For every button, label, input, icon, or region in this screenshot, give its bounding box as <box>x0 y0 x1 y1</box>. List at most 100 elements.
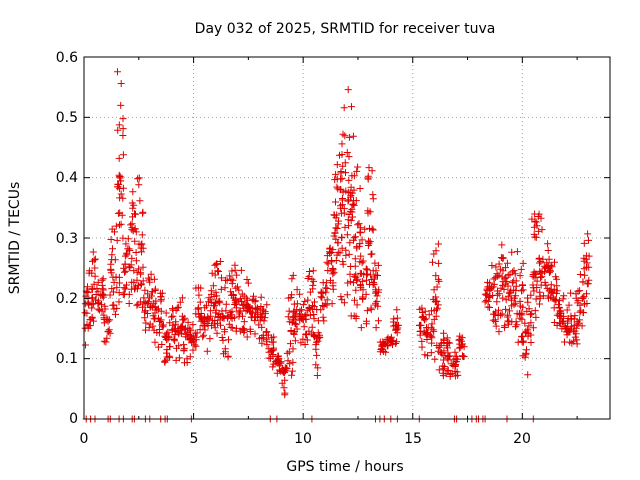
data-point <box>219 313 227 321</box>
data-point <box>200 322 208 330</box>
data-point <box>527 291 535 299</box>
data-point <box>121 285 129 293</box>
data-point <box>90 317 97 325</box>
data-point <box>291 320 299 327</box>
data-point <box>293 300 301 308</box>
data-point <box>493 272 501 280</box>
data-point <box>387 333 395 341</box>
data-point <box>105 326 113 334</box>
data-point <box>212 309 220 317</box>
data-point <box>227 323 235 331</box>
data-point <box>416 331 424 339</box>
data-point <box>576 287 584 295</box>
data-point <box>503 259 511 267</box>
data-point <box>100 314 108 322</box>
data-point <box>427 332 435 340</box>
data-point <box>353 277 361 285</box>
data-point <box>118 211 126 219</box>
data-point <box>332 170 340 178</box>
data-point <box>309 302 316 310</box>
data-point <box>313 351 321 359</box>
y-tick-label-0.2: 0.2 <box>56 291 78 307</box>
data-point <box>170 335 178 343</box>
data-point <box>559 295 567 303</box>
data-point <box>119 234 127 242</box>
data-point <box>499 294 507 302</box>
data-point <box>288 371 296 379</box>
data-point <box>514 338 522 346</box>
data-point <box>341 159 349 167</box>
data-point <box>358 259 366 267</box>
data-point <box>451 348 459 356</box>
data-point <box>424 352 431 360</box>
data-point <box>364 175 372 183</box>
data-point <box>542 281 550 289</box>
y-tick-label-0: 0 <box>69 411 78 427</box>
data-point <box>330 232 338 240</box>
data-point <box>139 263 147 271</box>
data-point <box>148 292 156 300</box>
data-point <box>565 301 573 309</box>
data-point <box>481 290 489 298</box>
data-point <box>331 176 339 184</box>
data-point <box>286 360 294 368</box>
data-point <box>428 320 436 328</box>
grid-lines <box>84 57 610 419</box>
data-point <box>343 149 351 156</box>
data-point <box>211 324 219 332</box>
data-point <box>102 338 110 346</box>
data-point <box>142 299 150 307</box>
data-point <box>285 348 293 356</box>
data-point <box>109 301 117 309</box>
data-point <box>562 325 570 332</box>
data-point <box>524 298 532 306</box>
data-point <box>82 341 89 349</box>
data-point <box>296 307 304 315</box>
data-point <box>336 249 344 257</box>
data-point <box>136 197 144 205</box>
data-point <box>232 284 240 292</box>
data-point <box>149 322 157 330</box>
data-point <box>368 167 376 175</box>
data-point <box>516 314 524 322</box>
data-point <box>528 215 536 223</box>
data-point <box>135 174 143 182</box>
data-point <box>221 284 229 292</box>
data-point <box>134 175 142 183</box>
axis-ticks <box>83 56 610 420</box>
data-point <box>157 316 165 324</box>
data-point <box>216 258 224 265</box>
data-point <box>207 287 215 295</box>
data-point <box>268 334 276 342</box>
data-point <box>539 255 547 263</box>
data-point <box>137 281 145 289</box>
data-point <box>311 298 318 306</box>
data-point <box>510 301 518 309</box>
data-point <box>292 312 299 320</box>
data-point <box>578 322 586 330</box>
y-tick-label-0.6: 0.6 <box>56 50 78 66</box>
data-point <box>503 278 511 286</box>
data-point <box>424 330 432 338</box>
data-point <box>104 317 112 325</box>
data-point <box>516 302 524 310</box>
data-point <box>163 349 170 357</box>
data-point <box>305 327 313 335</box>
data-point <box>115 273 123 281</box>
data-point <box>324 260 332 268</box>
data-point <box>261 308 269 316</box>
data-point <box>110 305 118 313</box>
data-point <box>158 289 166 297</box>
data-point <box>227 275 235 283</box>
data-point <box>119 125 127 133</box>
data-point <box>227 311 235 319</box>
data-point <box>213 292 221 300</box>
data-point <box>451 372 459 380</box>
data-point <box>435 259 443 267</box>
data-point <box>303 336 311 344</box>
data-point <box>353 244 361 252</box>
data-point <box>530 223 538 231</box>
data-point <box>142 319 150 327</box>
data-point <box>239 312 246 320</box>
data-point <box>128 254 136 262</box>
